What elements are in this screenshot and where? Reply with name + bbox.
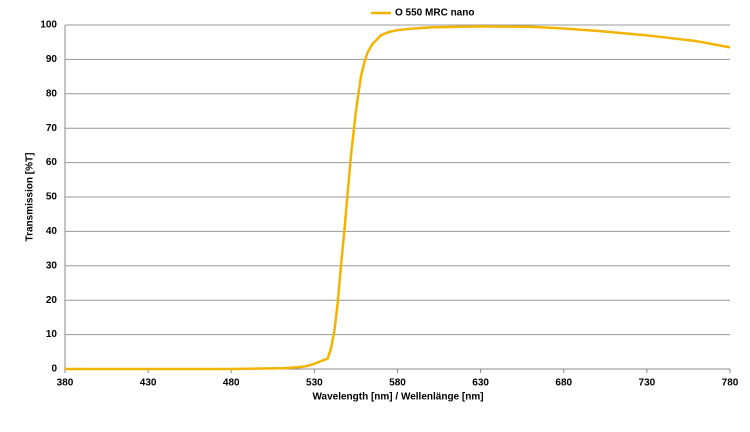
y-tick-label: 90 [46,54,58,65]
x-tick-label: 730 [639,378,656,389]
y-tick-label: 100 [40,20,57,31]
y-tick-label: 30 [46,260,58,271]
y-tick-label: 20 [46,295,58,306]
x-tick-label: 580 [389,378,406,389]
x-tick-label: 630 [472,378,489,389]
x-axis-label: Wavelength [nm] / Wellenlänge [nm] [312,392,483,403]
data-line [65,25,731,371]
x-tick-label: 780 [722,378,739,389]
x-tick-label: 430 [140,378,157,389]
x-tick-label: 680 [555,378,572,389]
y-tick-label: 70 [46,123,58,134]
legend-label: O 550 MRC nano [395,8,474,19]
y-tick-label: 50 [46,192,58,203]
y-axis-label: Transmission [%T] [25,153,36,242]
y-tick-label: 10 [46,329,58,340]
x-tick-label: 480 [223,378,240,389]
y-tick-label: 60 [46,157,58,168]
y-tick-label: 0 [51,364,57,375]
y-tick-label: 40 [46,226,58,237]
x-tick-label: 530 [306,378,323,389]
x-tick-label: 380 [57,378,74,389]
y-tick-label: 80 [46,88,58,99]
